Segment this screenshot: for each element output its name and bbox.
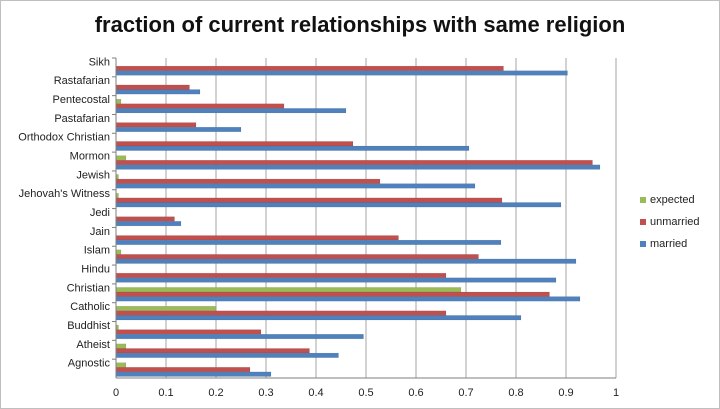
bar-married [115, 70, 568, 76]
x-tick-label: 0.6 [408, 387, 423, 399]
bar-married [115, 371, 272, 377]
bar-unmarried [115, 122, 197, 128]
legend-label: expected [650, 194, 695, 206]
category-label: Mormon [70, 151, 110, 163]
category-label: Pastafarian [54, 113, 110, 125]
bar-married [115, 202, 562, 208]
bar-unmarried [115, 310, 447, 316]
x-tick-label: 0.1 [158, 387, 173, 399]
category-label: Hindu [81, 263, 110, 275]
bar-unmarried [115, 329, 262, 335]
bar-expected [115, 287, 462, 293]
bar-married [115, 258, 577, 264]
x-tick-label: 0 [113, 387, 119, 399]
x-tick-label: 0.7 [458, 387, 473, 399]
bar-married [115, 315, 522, 321]
bar-married [115, 145, 470, 151]
bar-expected [115, 362, 127, 368]
x-tick-label: 0.4 [308, 387, 323, 399]
category-label: Jehovah's Witness [19, 188, 111, 200]
category-label: Orthodox Christian [18, 132, 110, 144]
bar-unmarried [115, 254, 479, 260]
bar-married [115, 164, 601, 170]
bar-unmarried [115, 235, 399, 241]
category-label: Jedi [90, 207, 110, 219]
category-label: Atheist [76, 339, 110, 351]
bar-expected [115, 98, 122, 105]
legend-label: married [650, 238, 687, 250]
category-label: Sikh [89, 56, 110, 68]
bar-married [115, 333, 364, 340]
category-label: Jain [90, 226, 110, 238]
bar-married [115, 221, 182, 227]
bar-unmarried [115, 367, 251, 373]
bar-married [115, 126, 242, 133]
bar-unmarried [115, 197, 503, 203]
bars [115, 65, 601, 377]
bar-married [115, 89, 201, 95]
x-tick-label: 0.8 [508, 387, 523, 399]
category-label: Pentecostal [53, 94, 110, 106]
category-label: Agnostic [68, 358, 111, 370]
bar-married [115, 296, 581, 302]
x-tick-label: 0.5 [358, 387, 373, 399]
category-label: Christian [67, 282, 110, 294]
x-tick-label: 1 [613, 387, 619, 399]
bar-unmarried [115, 141, 354, 147]
bar-expected [115, 305, 217, 312]
grid-lines [115, 58, 617, 378]
bar-unmarried [115, 84, 190, 90]
legend-swatch [640, 197, 646, 203]
legend-swatch [640, 219, 646, 225]
x-tick-label: 0.2 [208, 387, 223, 399]
category-label: Islam [84, 245, 110, 257]
bar-unmarried [115, 348, 310, 354]
bar-married [115, 352, 339, 358]
bar-expected [115, 155, 127, 161]
bar-married [115, 277, 557, 283]
category-label: Catholic [70, 301, 110, 313]
bar-unmarried [115, 216, 175, 222]
bar-unmarried [115, 178, 381, 184]
bar-unmarried [115, 159, 593, 166]
category-label: Jewish [76, 169, 110, 181]
chart-title: fraction of current relationships with s… [94, 12, 626, 37]
axes: 0 0.1 0.2 0.3 0.4 0.5 0.6 0.7 0.8 0.9 1 Sikh Rastafa… [18, 56, 619, 399]
bar-expected [115, 249, 122, 255]
bar-married [115, 183, 476, 189]
category-label: Rastafarian [54, 75, 110, 87]
bar-unmarried [115, 103, 285, 109]
x-tick-label: 0.3 [258, 387, 273, 399]
legend-swatch [640, 241, 646, 247]
bar-unmarried [115, 291, 550, 297]
x-tick-label: 0.9 [558, 387, 573, 399]
legend-label: unmarried [650, 216, 700, 228]
bar-unmarried [115, 272, 447, 279]
bar-unmarried [115, 65, 504, 71]
bar-expected [115, 343, 127, 349]
bar-married [115, 108, 347, 114]
category-label: Buddhist [67, 320, 110, 332]
legend: expected unmarried married [640, 194, 700, 250]
bar-married [115, 239, 502, 245]
